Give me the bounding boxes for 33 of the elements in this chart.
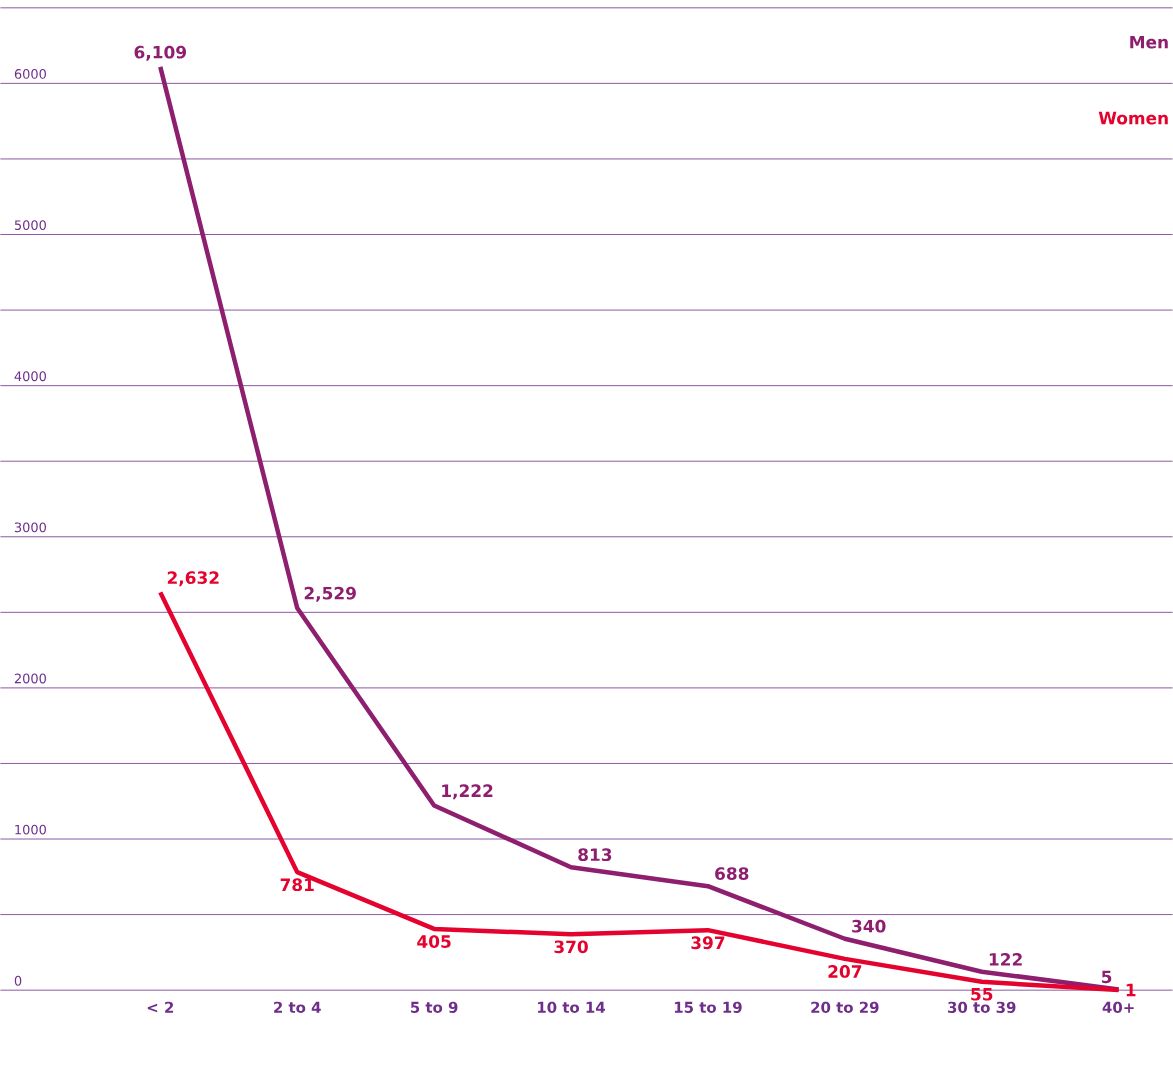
data-label: 6,109	[134, 45, 186, 61]
x-tick-label: 40+	[1102, 1001, 1134, 1014]
y-tick-label: 6000	[14, 69, 46, 80]
data-label: 1,222	[442, 784, 493, 800]
data-label: 405	[417, 935, 451, 949]
y-tick-label: 3000	[14, 522, 46, 533]
x-tick-label: 20 to 29	[811, 1001, 879, 1014]
data-label: 2,529	[304, 586, 356, 602]
data-label: 122	[989, 953, 1022, 966]
data-label: 781	[280, 878, 314, 892]
x-tick-label: < 2	[147, 1001, 174, 1013]
y-tick-label: 5000	[14, 220, 46, 231]
data-label: 340	[852, 919, 886, 933]
x-tick-label: 15 to 19	[674, 1001, 742, 1014]
data-label: 207	[828, 965, 862, 978]
data-label: 688	[715, 867, 749, 881]
data-label: 397	[691, 936, 725, 950]
x-tick-label: 10 to 14	[538, 1001, 606, 1014]
y-tick-label: 0	[14, 975, 22, 986]
data-label: 813	[578, 848, 612, 862]
data-label: 55	[971, 988, 993, 1001]
data-label: 5	[1101, 970, 1112, 984]
y-tick-label: 4000	[14, 371, 46, 382]
x-tick-label: 5 to 9	[410, 1001, 458, 1014]
x-tick-label: 30 to 39	[948, 1001, 1016, 1014]
y-tick-label: 1000	[15, 824, 46, 835]
text: Men	[1130, 36, 1168, 49]
y-tick-label: 2000	[14, 673, 46, 684]
text: Women	[1098, 111, 1168, 125]
data-label: 1	[1126, 983, 1136, 997]
data-label: 370	[554, 940, 588, 954]
x-tick-label: 2 to 4	[274, 1001, 321, 1014]
data-label: 2,632	[167, 571, 219, 587]
